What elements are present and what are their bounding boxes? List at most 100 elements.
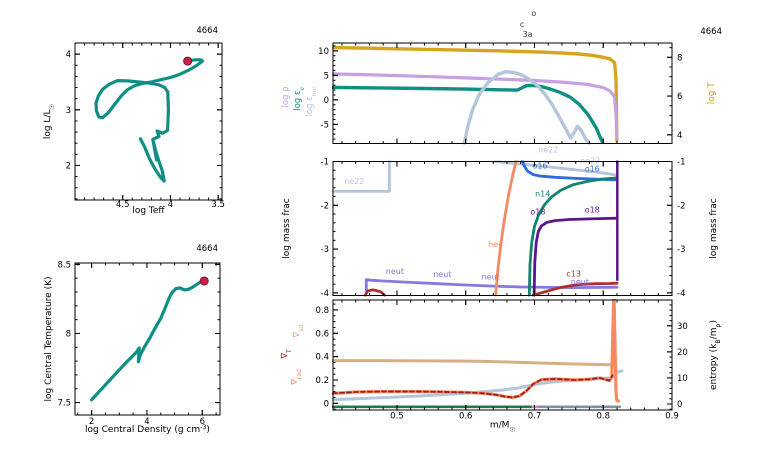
y-tick-label: 10 — [318, 47, 329, 57]
y2-tick-label: 6 — [677, 92, 682, 102]
profile-thermo-panel-series — [332, 45, 619, 145]
x-tick-label: 6 — [200, 417, 205, 427]
o18-label: o18 — [585, 206, 600, 215]
neut-label: neut — [571, 278, 589, 287]
y-tick-label: 4 — [66, 50, 71, 60]
profile-gradient-panel-frame — [332, 299, 673, 411]
burn-zone-label: 3a — [523, 30, 533, 39]
profile-thermo-panel-yaxis-name-2: log εnuc — [305, 85, 318, 116]
current-model-marker — [183, 56, 193, 66]
central-trho-track-line — [89, 279, 206, 402]
y-tick-label: 0.6 — [315, 329, 329, 339]
hr-track-line — [94, 58, 204, 183]
y2-tick-label: 20 — [677, 348, 688, 358]
y2-tick-label: -4 — [677, 289, 685, 299]
hr-diagram-frame — [74, 42, 223, 201]
profile-abundance-panel-ylabel: log mass frac — [282, 198, 292, 258]
hr-diagram-xlabel: log Teff — [132, 206, 165, 216]
x-tick-label: 0.7 — [528, 412, 542, 422]
profile-thermo-panel-frame — [332, 42, 673, 144]
log-eps-nuc-line — [462, 69, 592, 145]
central-trho-diagram-xlabel: log Central Density (g cm-3) — [85, 424, 210, 436]
n14-line — [527, 176, 619, 297]
o16-label: o16 — [532, 162, 547, 171]
x-tick-label: 2 — [89, 417, 94, 427]
y2-tick-label: 8 — [677, 53, 682, 63]
x-tick-label: 0.8 — [596, 412, 610, 422]
c13-core-line — [363, 288, 387, 297]
neut-label: neut — [433, 270, 451, 279]
neut-label: neut — [386, 267, 404, 276]
c13-envelope-label: c13 — [566, 270, 581, 279]
model-number: 4664 — [196, 244, 218, 254]
o16-label: o16 — [585, 165, 600, 174]
log-T-line — [332, 45, 619, 143]
log-eps-nu-line — [332, 83, 605, 145]
profile-gradient-panel-yaxis-name-2: ∇rad — [290, 369, 303, 386]
profile-gradient-panel-axis-ticks — [333, 300, 673, 410]
profile-gradient-panel-series — [332, 299, 624, 409]
y-tick-label: -2 — [321, 201, 329, 211]
profile-abundance-panel-y2label: log mass frac — [709, 198, 719, 258]
log-rho-line — [332, 72, 619, 140]
burn-zone-label: o — [531, 9, 536, 18]
y-tick-label: 3 — [66, 106, 71, 116]
central-trho-diagram-series — [89, 279, 206, 402]
o18-label: o18 — [530, 207, 545, 216]
o18-line — [532, 216, 619, 297]
ne22-envelope-line — [493, 160, 619, 177]
hr-diagram-series — [94, 58, 204, 183]
hr-diagram-axis-ticks — [74, 42, 222, 200]
y2-tick-label: 0 — [677, 400, 682, 410]
hr-diagram-ylabel: log L/L☉ — [43, 104, 56, 140]
x-tick-label: 4 — [144, 417, 149, 427]
y-tick-label: 8.5 — [57, 260, 71, 270]
profile-gradient-panel-yaxis-name-1: ∇T — [280, 349, 293, 360]
profile-abundance-panel-series — [332, 160, 619, 297]
neut-line — [364, 278, 619, 292]
profile-thermo-panel-y2label: log T — [707, 82, 717, 105]
n14-label: n14 — [535, 190, 550, 199]
current-model-marker — [199, 276, 209, 286]
y-tick-label: 0.2 — [315, 376, 329, 386]
profile-gradient-panel: 0.5 0.6 0.7 0.8 0.9 0 0.2 0.4 0.6 0.8 0 10 20 30 m/M☉ e… — [280, 299, 722, 434]
central-trho-diagram-axis-ticks — [75, 263, 220, 415]
grad-T-line — [332, 374, 614, 399]
central-trho-diagram-ylabel: log Central Temperature (K) — [44, 276, 54, 401]
central-trho-diagram-frame — [74, 262, 221, 416]
ne22-envelope-label: ne22 — [538, 146, 558, 155]
model-number: 4664 — [700, 27, 722, 37]
y2-tick-label: 30 — [677, 322, 688, 332]
y2-tick-label: -2 — [677, 201, 685, 211]
c13-envelope-line — [531, 281, 619, 297]
ne22-core-line — [332, 160, 391, 193]
profile-thermo-panel-yaxis-name-0: log ρ — [281, 86, 291, 107]
grad-ad-line — [332, 359, 617, 367]
y-tick-label: 0 — [324, 96, 329, 106]
grad-rad-line — [332, 299, 621, 403]
model-number: 4664 — [196, 26, 218, 36]
profile-gradient-panel-y2label: entropy (kB/mp) — [709, 320, 722, 390]
y-tick-label: -3 — [321, 245, 329, 255]
y-tick-label: 5 — [324, 71, 329, 81]
profile-gradient-panel-xlabel: m/M☉ — [490, 421, 516, 434]
y-tick-label: -1 — [321, 158, 329, 168]
y2-tick-label: 4 — [677, 131, 682, 141]
entropy-line — [332, 369, 624, 402]
y-tick-label: 8 — [66, 329, 71, 339]
x-tick-label: 4 — [168, 200, 173, 210]
x-tick-label: 0.9 — [665, 412, 679, 422]
profile-gradient-panel-yaxis-name-0: ∇ad — [292, 324, 305, 338]
burn-zone-label: c — [520, 20, 524, 29]
y2-tick-label: -3 — [677, 245, 685, 255]
x-tick-label: 0.5 — [390, 412, 404, 422]
y-tick-label: -5 — [321, 120, 329, 130]
he4-label: he4 — [488, 240, 503, 249]
y-tick-label: -4 — [321, 289, 329, 299]
x-tick-label: 3.5 — [211, 200, 225, 210]
profile-thermo-panel-yaxis-name-1: log εν — [293, 87, 306, 111]
